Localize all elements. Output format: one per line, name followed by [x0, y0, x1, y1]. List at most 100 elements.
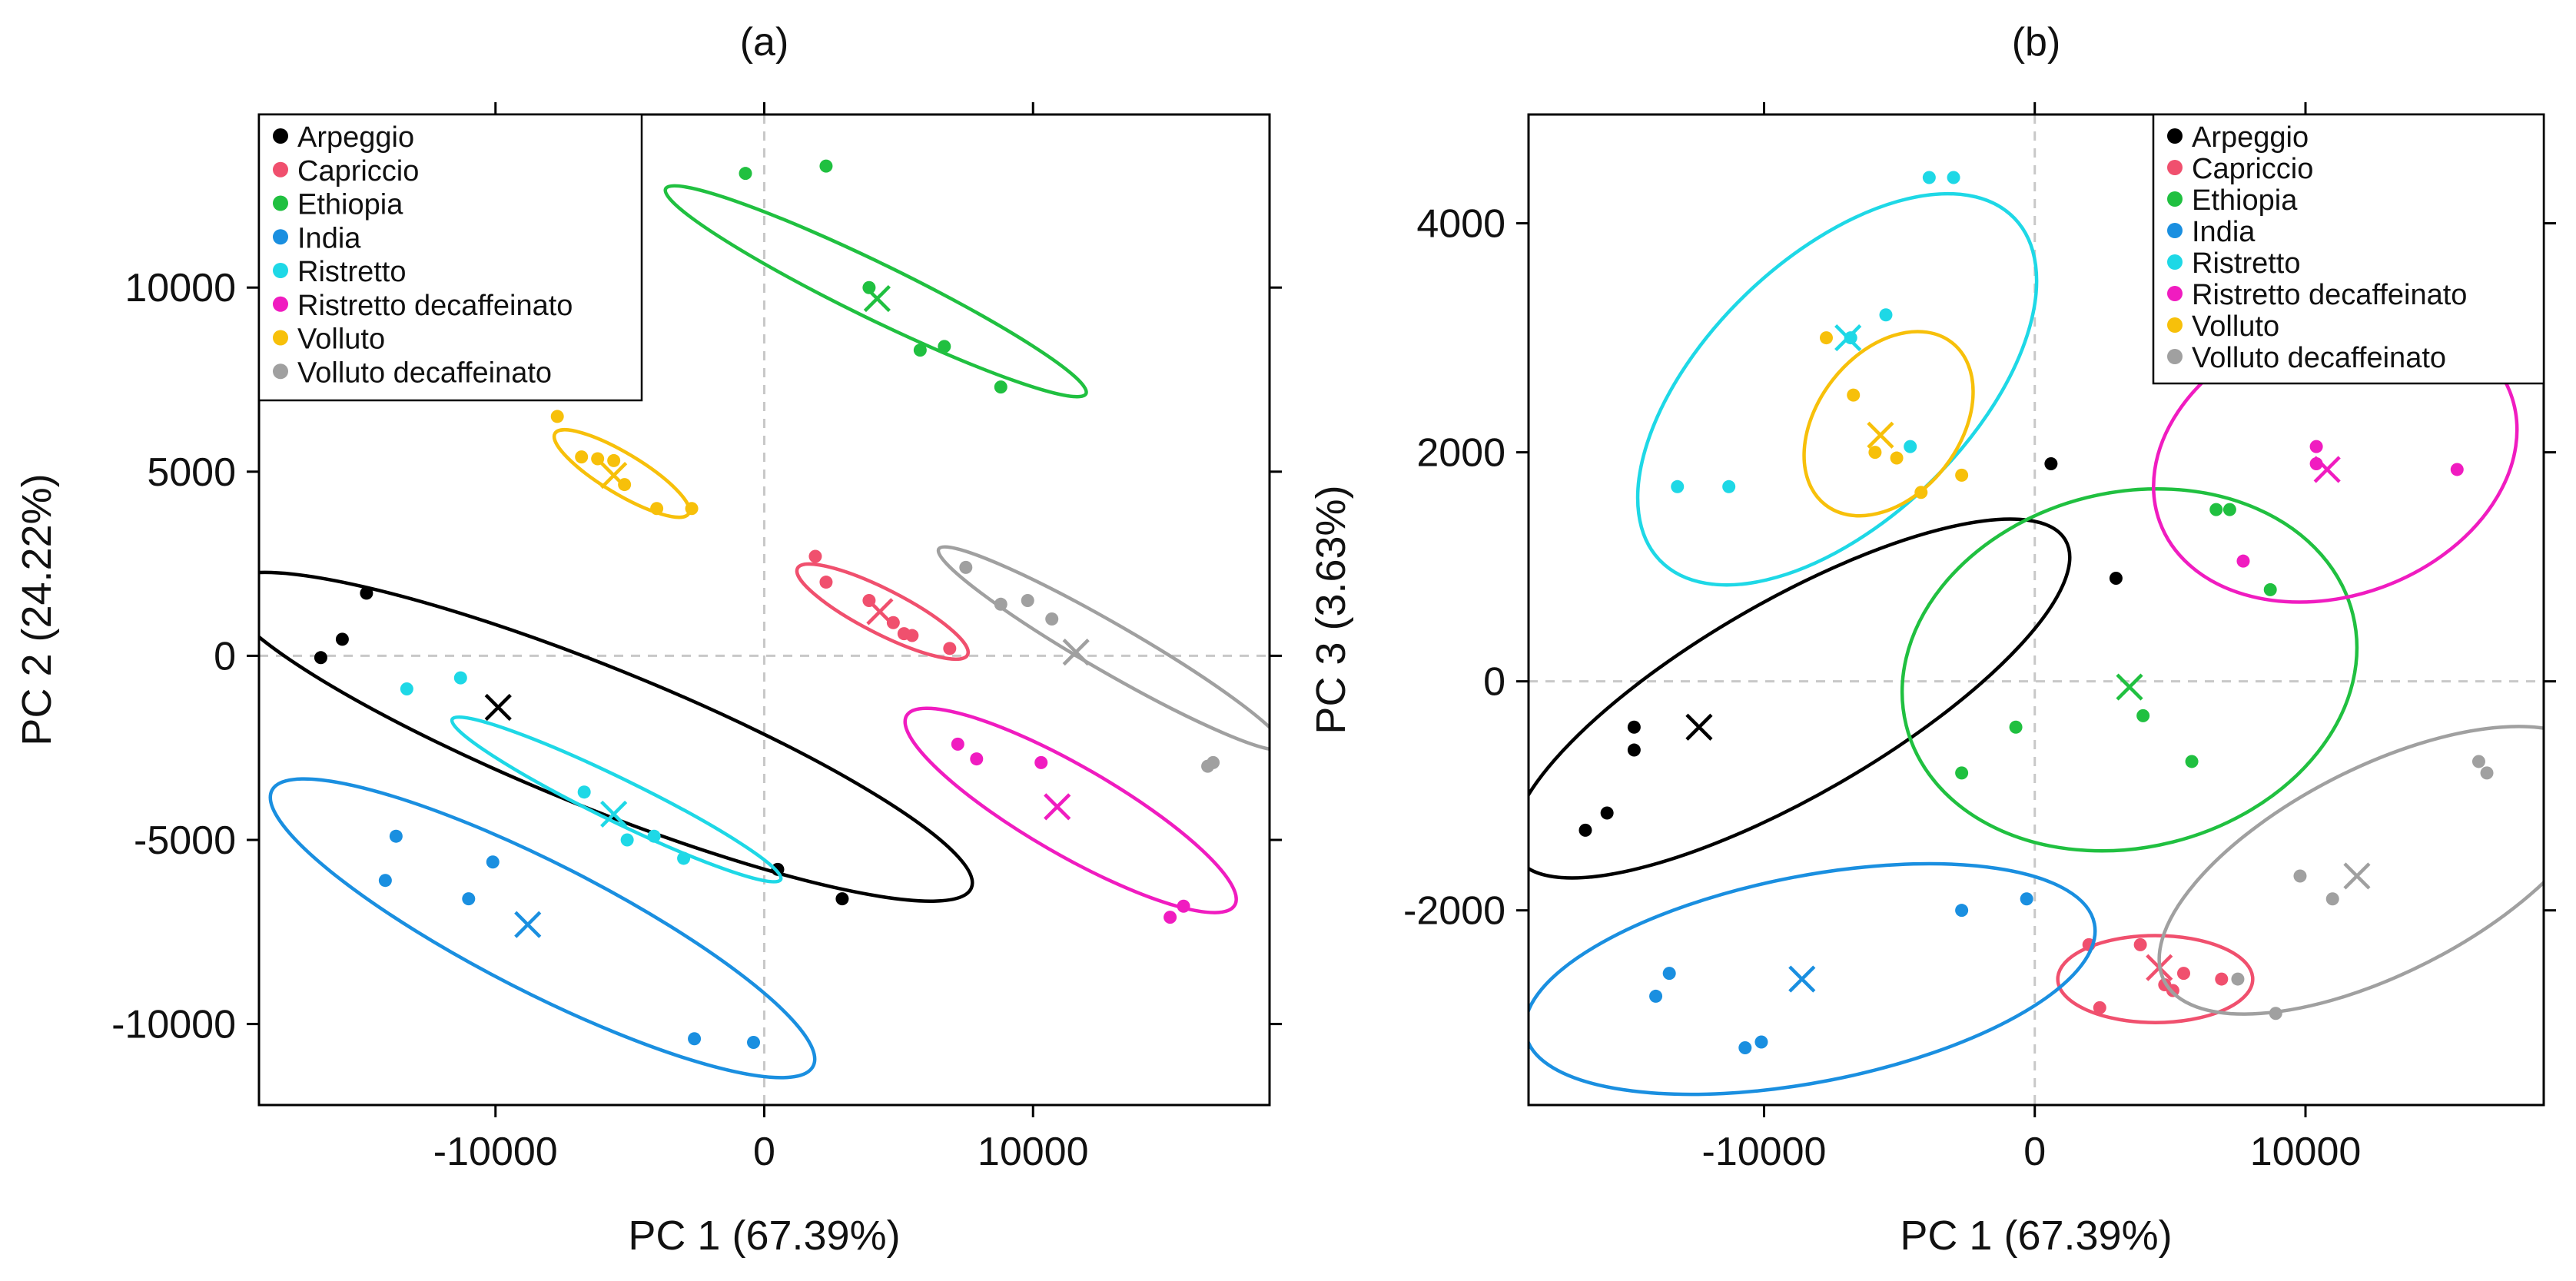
panel-b-centroid-volluto [1867, 421, 1894, 449]
panel-a-ellipse-capriccio [795, 562, 971, 662]
panel-b-legend-swatch [2167, 128, 2183, 144]
panel-a-legend: ArpeggioCapriccioEthiopiaIndiaRistrettoR… [257, 113, 643, 402]
panel-b-ellipse-arpeggio [1529, 517, 2072, 880]
panel-b-point-ethiopia [2185, 755, 2199, 768]
panel-b-xtick-label: -10000 [1702, 1130, 1827, 1174]
panel-b-point-volluto-decaffeinato [2269, 1007, 2282, 1020]
panel-a-title: (a) [740, 20, 789, 65]
panel-b-point-ristretto [1722, 480, 1736, 493]
panel-b-point-ristretto [1922, 171, 1936, 184]
panel-b-ytick-label: 0 [1483, 660, 1505, 705]
panel-a-point-arpeggio [360, 586, 373, 600]
panel-b-point-india [1738, 1040, 1752, 1054]
panel-a-centroid-stroke [866, 598, 894, 626]
panel-a-point-volluto [607, 453, 621, 467]
panel-b-point-ristretto [1879, 308, 1893, 322]
panel-b-point-volluto-decaffeinato [2293, 869, 2307, 883]
panel-b-point-capriccio [2133, 938, 2147, 951]
panel-a-legend-box [257, 113, 643, 402]
panel-a-ylabel: PC 2 (24.22%) [14, 473, 60, 745]
panel-a-ytick-label: 0 [214, 634, 236, 679]
panel-b-point-ethiopia [2263, 582, 2277, 596]
panel-a-legend-swatch [273, 195, 288, 211]
panel-b-point-ristretto-decaffeinato [2309, 440, 2323, 453]
panel-a-centroid-stroke [600, 462, 628, 490]
panel-a-centroid-stroke [1062, 639, 1090, 666]
panel-a-point-ristretto [400, 682, 413, 696]
panel-a-ellipse-ristretto [450, 715, 783, 884]
panel-a-legend-label: Volluto decaffeinato [297, 357, 552, 389]
panel-b-centroid-ristretto [1834, 324, 1862, 352]
panel-a-point-ethiopia [739, 167, 752, 181]
panel-b-ellipse-india [1529, 861, 2097, 1097]
panel-a-centroid-arpeggio [484, 693, 512, 722]
panel-b-ellipse-ethiopia [1900, 486, 2359, 853]
panel-b-point-arpeggio [1627, 743, 1641, 757]
panel-a-centroid-stroke [514, 911, 542, 938]
panel-b-point-volluto [1868, 446, 1882, 460]
panel-a-point-ristretto-decaffeinato [1034, 755, 1048, 769]
panel-b-point-india [1955, 904, 1969, 918]
panel-a-point-ristretto [677, 851, 691, 865]
panel-a-point-india [389, 829, 403, 843]
panel-a-point-capriccio [905, 629, 919, 642]
panel-b-point-ethiopia [2209, 503, 2223, 516]
panel-a: (a) -10000 0 10000 -10000 -5000 0 5000 10000 PC 1… [14, 20, 1282, 1259]
panel-a-point-ethiopia [938, 340, 951, 353]
panel-b-point-capriccio [2093, 1001, 2106, 1014]
panel-b-legend-swatch [2167, 254, 2183, 270]
panel-a-point-ethiopia [862, 280, 876, 294]
panel-a-centroid-stroke [600, 800, 628, 828]
panel-a-legend-swatch [273, 363, 288, 380]
panel-b-legend-swatch [2167, 286, 2183, 301]
panel-a-point-volluto [575, 450, 589, 464]
panel-a-centroid-stroke [1044, 793, 1071, 821]
panel-b-point-volluto [1914, 486, 1928, 499]
panel-a-point-arpeggio [314, 651, 327, 665]
panel-a-point-capriccio [943, 642, 957, 655]
panel-b-legend-label: Ethiopia [2192, 184, 2298, 217]
panel-a-ytick-label: 10000 [124, 266, 236, 310]
panel-b-xlabel: PC 1 (67.39%) [1900, 1213, 2172, 1259]
panel-a-point-capriccio [819, 576, 833, 589]
panel-a-point-india [688, 1032, 702, 1046]
panel-b-point-arpeggio [1600, 806, 1614, 820]
panel-b-point-volluto [1847, 388, 1861, 402]
panel-b-xtick-label: 0 [2023, 1130, 2046, 1174]
panel-a-point-ristretto [620, 833, 634, 847]
panel-b-point-india [1662, 967, 1676, 981]
panel-a-legend-swatch [273, 263, 288, 278]
panel-a-centroid-volluto [600, 462, 628, 490]
panel-a-ytick-label: 5000 [147, 450, 236, 495]
panel-b-point-volluto-decaffeinato [2325, 892, 2339, 906]
panel-a-legend-swatch [273, 161, 288, 178]
panel-b-point-arpeggio [1627, 720, 1641, 734]
panel-b-centroid-stroke [1788, 965, 1816, 993]
panel-b-point-ristretto-decaffeinato [2450, 463, 2464, 476]
panel-a-centroid-ristretto-decaffeinato [1044, 793, 1071, 821]
panel-b-ytick-label: 2000 [1416, 431, 1505, 476]
panel-b-point-arpeggio [2044, 457, 2058, 471]
panel-a-point-india [462, 892, 476, 906]
panel-a-point-ristretto [453, 671, 467, 685]
panel-b-point-ristretto [1904, 440, 1917, 453]
panel-b-legend-swatch [2167, 191, 2183, 207]
panel-a-legend-label: Arpeggio [297, 121, 414, 154]
panel-b-point-ethiopia [2136, 709, 2150, 722]
panel-b-centroid-volluto-decaffeinato [2343, 862, 2371, 890]
panel-a-point-volluto [685, 502, 699, 516]
panel-a-point-volluto [591, 452, 605, 466]
panel-b-ylabel: PC 3 (3.63%) [1308, 485, 1354, 734]
panel-b-legend-label: Volluto [2192, 310, 2279, 343]
panel-a-legend-label: Volluto [297, 324, 385, 356]
panel-b-legend-swatch [2167, 349, 2183, 364]
panel-b-legend-box [2152, 113, 2545, 385]
panel-a-point-ristretto [577, 785, 591, 799]
panel-b-legend-label: India [2192, 216, 2256, 248]
panel-a-legend-swatch [273, 128, 288, 144]
panel-b-point-volluto [1819, 331, 1833, 345]
panel-b-point-ethiopia [1955, 766, 1969, 780]
panel-b-centroid-stroke [1867, 421, 1894, 449]
panel-a-point-arpeggio [835, 892, 849, 906]
